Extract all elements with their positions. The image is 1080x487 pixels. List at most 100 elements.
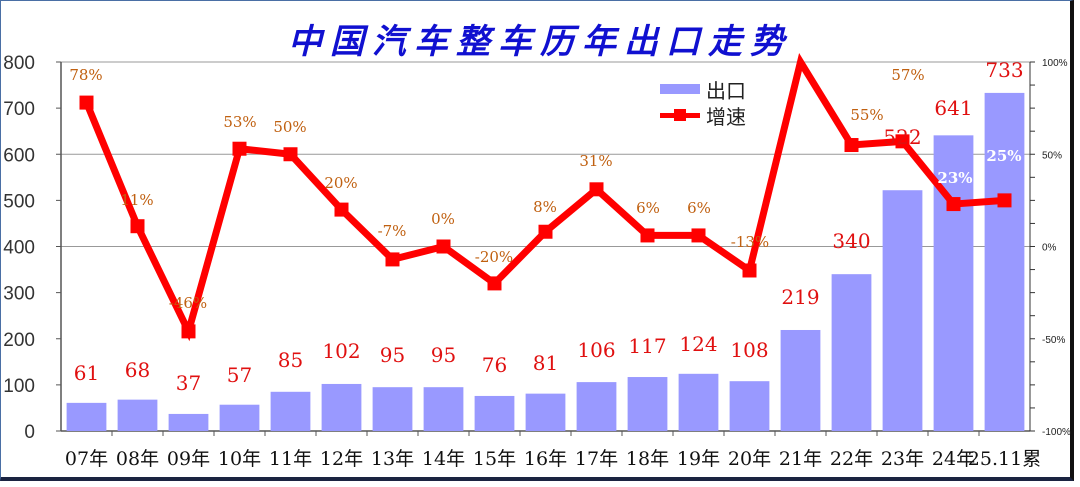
export-bar	[423, 387, 464, 431]
export-bar	[168, 413, 209, 431]
export-value-label: 85	[278, 348, 303, 372]
export-bar	[831, 274, 872, 431]
growth-marker	[946, 197, 961, 212]
x-axis-category-label: 09年	[167, 448, 210, 470]
growth-value-label: -13%	[731, 233, 769, 251]
export-bar	[321, 383, 362, 431]
left-axis-tick-label: 400	[3, 238, 35, 259]
left-axis-tick-label: 600	[3, 145, 35, 166]
x-axis-category-label: 22年	[830, 448, 873, 470]
right-axis-tick-label: -50%	[1042, 335, 1065, 346]
export-value-label: 68	[125, 358, 150, 382]
export-value-label: 108	[730, 338, 768, 362]
growth-value-label: 55%	[850, 106, 883, 124]
x-axis-category-label: 08年	[116, 448, 159, 470]
growth-value-label: 78%	[69, 66, 102, 84]
x-axis-category-label: 13年	[371, 448, 414, 470]
growth-marker	[589, 182, 604, 197]
export-value-label: 95	[431, 343, 456, 367]
growth-marker	[691, 228, 706, 243]
left-axis-tick-label: 800	[3, 53, 35, 74]
growth-value-label: -46%	[169, 294, 207, 312]
growth-value-label: 6%	[636, 199, 660, 217]
growth-marker	[283, 147, 298, 162]
growth-marker	[844, 138, 859, 153]
growth-value-label: 6%	[687, 199, 711, 217]
export-bar	[678, 373, 719, 431]
x-axis-category-label: 25.11累	[968, 448, 1041, 470]
export-value-label: 522	[883, 125, 921, 149]
export-bar	[627, 377, 668, 431]
growth-value-label: 53%	[223, 113, 256, 131]
right-axis-tick-label: 0%	[1042, 243, 1057, 254]
x-axis-category-label: 12年	[320, 448, 363, 470]
right-axis-tick-label: 50%	[1042, 150, 1062, 161]
x-axis-category-label: 18年	[626, 448, 669, 470]
growth-value-label: -20%	[475, 248, 513, 266]
x-axis-category-label: 21年	[779, 448, 822, 470]
export-value-label: 106	[577, 338, 615, 362]
x-axis-category-label: 14年	[422, 448, 465, 470]
export-value-label: 76	[482, 353, 507, 377]
growth-marker	[385, 252, 400, 267]
export-value-label: 102	[322, 339, 360, 363]
left-axis-tick-label: 300	[3, 284, 35, 305]
export-value-label: 61	[74, 361, 99, 385]
growth-value-label: 20%	[324, 174, 357, 192]
x-axis-category-label: 11年	[269, 448, 312, 470]
growth-marker	[640, 228, 655, 243]
growth-marker	[895, 134, 910, 149]
line-marker-swatch-icon	[660, 108, 700, 121]
x-axis-category-label: 07年	[65, 448, 108, 470]
growth-marker	[232, 141, 247, 156]
legend-item-export: 出口	[660, 76, 746, 103]
export-value-label: 81	[533, 351, 558, 375]
export-bar	[66, 402, 107, 431]
growth-value-label: 11%	[120, 191, 153, 209]
left-axis-tick-label: 200	[3, 330, 35, 351]
growth-value-label: -7%	[378, 222, 407, 240]
growth-marker	[181, 324, 196, 339]
export-bar	[219, 404, 260, 431]
export-value-label: 641	[934, 96, 972, 120]
growth-value-label: 23%	[937, 169, 972, 187]
x-axis-category-label: 19年	[677, 448, 720, 470]
growth-value-label: 25%	[986, 147, 1021, 165]
export-value-label: 124	[679, 332, 717, 356]
growth-value-label: 31%	[579, 152, 612, 170]
export-bar	[270, 391, 311, 431]
export-bar	[576, 382, 617, 431]
x-axis-category-label: 16年	[524, 448, 567, 470]
x-axis-category-label: 20年	[728, 448, 771, 470]
legend-label-growth: 增速	[706, 104, 746, 129]
right-axis-tick-label: -100%	[1042, 427, 1071, 438]
growth-marker	[334, 202, 349, 217]
growth-value-label: 57%	[891, 66, 924, 84]
chart-legend: 出口 增速	[660, 76, 746, 129]
chart-title: 中国汽车整车历年出口走势	[288, 22, 792, 62]
growth-marker	[538, 224, 553, 239]
x-axis-category-label: 17年	[575, 448, 618, 470]
export-bar	[117, 399, 158, 431]
export-bar	[729, 381, 770, 431]
export-value-label: 733	[985, 58, 1023, 82]
growth-value-label: 8%	[533, 198, 557, 216]
left-axis-tick-label: 0	[24, 422, 35, 443]
export-value-label: 57	[227, 363, 252, 387]
legend-label-export: 出口	[706, 78, 746, 103]
export-value-label: 340	[832, 229, 870, 253]
growth-marker	[436, 239, 451, 254]
growth-value-label: 0%	[431, 210, 455, 228]
export-value-label: 95	[380, 343, 405, 367]
growth-value-label: 50%	[273, 118, 306, 136]
left-axis-tick-label: 100	[3, 376, 35, 397]
growth-marker	[79, 95, 94, 110]
left-axis-tick-label: 700	[3, 99, 35, 120]
x-axis-category-label: 10年	[218, 448, 261, 470]
export-value-label: 219	[781, 285, 819, 309]
legend-item-growth: 增速	[660, 102, 746, 129]
x-axis-category-label: 15年	[473, 448, 516, 470]
x-axis-category-label: 24年	[932, 448, 975, 470]
